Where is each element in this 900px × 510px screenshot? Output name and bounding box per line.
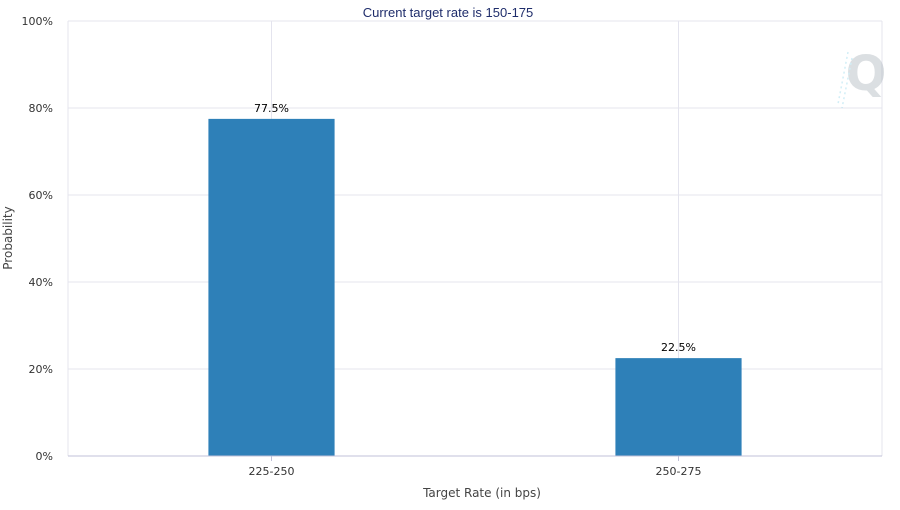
y-axis-label: Probability xyxy=(1,206,15,269)
svg-text:Q: Q xyxy=(846,46,887,102)
y-axis-ticks: 0% 20% 40% 60% 80% 100% xyxy=(22,15,53,463)
y-tick-label: 60% xyxy=(29,189,53,202)
y-tick-label: 0% xyxy=(36,450,53,463)
y-tick-label: 80% xyxy=(29,102,53,115)
bar-225-250[interactable] xyxy=(208,118,335,456)
grid-lines xyxy=(67,20,883,456)
y-tick-label: 100% xyxy=(22,15,53,28)
x-axis-label: Target Rate (in bps) xyxy=(422,486,541,500)
watermark-logo: Q xyxy=(837,46,887,109)
x-axis-ticks: 225-250 250-275 xyxy=(249,456,702,478)
bar-data-label: 77.5% xyxy=(254,102,289,115)
y-tick-label: 40% xyxy=(29,276,53,289)
bars: 77.5% 22.5% xyxy=(208,102,742,456)
chart-title: Current target rate is 150-175 xyxy=(363,5,534,20)
bar-250-275[interactable] xyxy=(615,358,742,456)
bar-data-label: 22.5% xyxy=(661,341,696,354)
y-tick-label: 20% xyxy=(29,363,53,376)
x-tick-label: 225-250 xyxy=(249,465,295,478)
x-tick-label: 250-275 xyxy=(656,465,702,478)
